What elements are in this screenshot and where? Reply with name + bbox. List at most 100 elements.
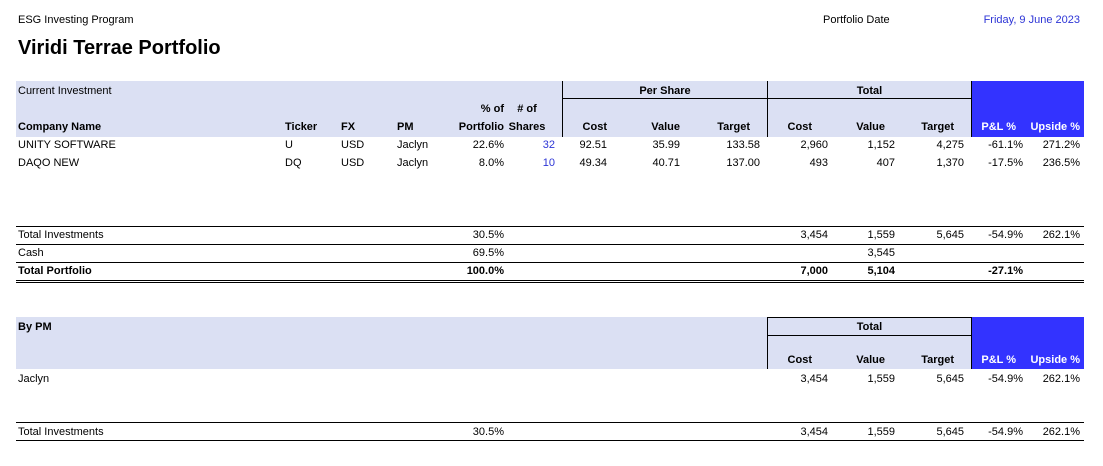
total-divider <box>767 81 768 137</box>
group-per-share: Per Share <box>639 85 691 97</box>
portfolio-date: Friday, 9 June 2023 <box>983 14 1080 26</box>
by-pm-total-pl: -54.9% <box>988 426 1023 438</box>
cell-fx: USD <box>341 139 365 151</box>
by-pm-total-right-divider <box>971 317 972 369</box>
by-pm-col-pl[interactable]: P&L % <box>981 354 1016 366</box>
cell-t-value: 407 <box>876 157 895 169</box>
cell-pl: -17.5% <box>988 157 1023 169</box>
summary-row-rule <box>16 244 1084 245</box>
col-ps-cost[interactable]: Cost <box>582 121 607 133</box>
summary-pct: 100.0% <box>466 265 504 277</box>
summary-row-rule <box>16 262 1084 263</box>
cell-ps-cost: 92.51 <box>579 139 607 151</box>
program-name: ESG Investing Program <box>18 14 134 26</box>
cell-upside: 271.2% <box>1042 139 1080 151</box>
col-t-value[interactable]: Value <box>856 121 885 133</box>
by-pm-group-total: Total <box>856 321 883 333</box>
by-pm-total-upside: 262.1% <box>1042 426 1080 438</box>
cell-pct: 8.0% <box>478 157 504 169</box>
total-right-divider <box>971 81 972 137</box>
by-pm-total-value: 1,559 <box>867 426 895 438</box>
summary-cost: 7,000 <box>800 265 828 277</box>
by-pm-cell-value: 1,559 <box>867 373 895 385</box>
col-fx[interactable]: FX <box>341 121 356 133</box>
cell-ps-value: 35.99 <box>652 139 680 151</box>
cell-ps-target: 137.00 <box>726 157 760 169</box>
col-company[interactable]: Company Name <box>18 121 102 133</box>
col-shares-bottom: Shares <box>508 121 546 133</box>
cell-ps-cost: 49.34 <box>579 157 607 169</box>
by-pm-header-accent <box>972 317 1084 369</box>
summary-pl: -54.9% <box>988 229 1023 241</box>
by-pm-cell-target: 5,645 <box>936 373 964 385</box>
summary-value: 1,559 <box>867 229 895 241</box>
per-share-divider <box>562 81 563 137</box>
col-pm[interactable]: PM <box>397 121 414 133</box>
cell-upside: 236.5% <box>1042 157 1080 169</box>
col-ps-value[interactable]: Value <box>651 121 680 133</box>
by-pm-col-cost[interactable]: Cost <box>787 354 812 366</box>
by-pm-col-value[interactable]: Value <box>856 354 885 366</box>
cell-t-target: 1,370 <box>936 157 964 169</box>
cell-ticker: DQ <box>285 157 302 169</box>
cell-ticker: U <box>285 139 293 151</box>
by-pm-cell-name: Jaclyn <box>18 373 50 385</box>
by-pm-total-pct: 30.5% <box>472 426 504 438</box>
summary-value: 3,545 <box>867 247 895 259</box>
by-pm-total-target: 5,645 <box>936 426 964 438</box>
by-pm-header-band <box>16 317 972 369</box>
summary-double-rule-bottom <box>16 282 1084 283</box>
by-pm-total-top-rule <box>767 317 972 318</box>
cell-t-cost: 493 <box>809 157 828 169</box>
col-pl[interactable]: P&L % <box>981 121 1016 133</box>
section-label-by-pm: By PM <box>18 321 52 333</box>
summary-top-rule <box>16 226 1084 227</box>
page-title: Viridi Terrae Portfolio <box>18 37 221 59</box>
summary-pct: 69.5% <box>472 247 504 259</box>
cell-shares[interactable]: 32 <box>542 139 555 151</box>
investments-header-band <box>16 81 972 137</box>
by-pm-total-label: Total Investments <box>18 426 104 438</box>
by-pm-total-rule-top <box>16 422 1084 423</box>
summary-upside: 262.1% <box>1042 229 1080 241</box>
cell-fx: USD <box>341 157 365 169</box>
cell-ps-target: 133.58 <box>726 139 760 151</box>
col-t-cost[interactable]: Cost <box>787 121 812 133</box>
by-pm-group-divider <box>767 335 972 336</box>
col-ps-target[interactable]: Target <box>717 121 750 133</box>
col-t-target[interactable]: Target <box>921 121 954 133</box>
summary-pct: 30.5% <box>472 229 504 241</box>
summary-double-rule-top <box>16 280 1084 281</box>
summary-label: Total Investments <box>18 229 104 241</box>
by-pm-cell-cost: 3,454 <box>800 373 828 385</box>
summary-pl: -27.1% <box>988 265 1023 277</box>
summary-label: Cash <box>18 247 44 259</box>
summary-target: 5,645 <box>936 229 964 241</box>
col-pct-top: % of <box>480 103 504 115</box>
col-pct-bottom: Portfolio <box>458 121 504 133</box>
by-pm-cell-upside: 262.1% <box>1042 373 1080 385</box>
by-pm-col-upside[interactable]: Upside % <box>1030 354 1080 366</box>
cell-t-target: 4,275 <box>936 139 964 151</box>
portfolio-date-label: Portfolio Date <box>823 14 890 26</box>
group-total: Total <box>856 85 883 97</box>
summary-label: Total Portfolio <box>18 265 92 277</box>
by-pm-col-target[interactable]: Target <box>921 354 954 366</box>
col-ticker[interactable]: Ticker <box>285 121 318 133</box>
cell-shares[interactable]: 10 <box>542 157 555 169</box>
col-upside[interactable]: Upside % <box>1030 121 1080 133</box>
cell-ps-value: 40.71 <box>652 157 680 169</box>
cell-pm: Jaclyn <box>397 139 429 151</box>
cell-pl: -61.1% <box>988 139 1023 151</box>
by-pm-total-divider <box>767 317 768 369</box>
by-pm-total-cost: 3,454 <box>800 426 828 438</box>
summary-cost: 3,454 <box>800 229 828 241</box>
col-shares-top: # of <box>517 103 537 115</box>
cell-company: DAQO NEW <box>18 157 80 169</box>
cell-t-cost: 2,960 <box>800 139 828 151</box>
cell-company: UNITY SOFTWARE <box>18 139 116 151</box>
by-pm-total-rule-bottom <box>16 440 1084 441</box>
section-label-current-investment: Current Investment <box>18 85 112 97</box>
by-pm-cell-pl: -54.9% <box>988 373 1023 385</box>
cell-t-value: 1,152 <box>867 139 895 151</box>
